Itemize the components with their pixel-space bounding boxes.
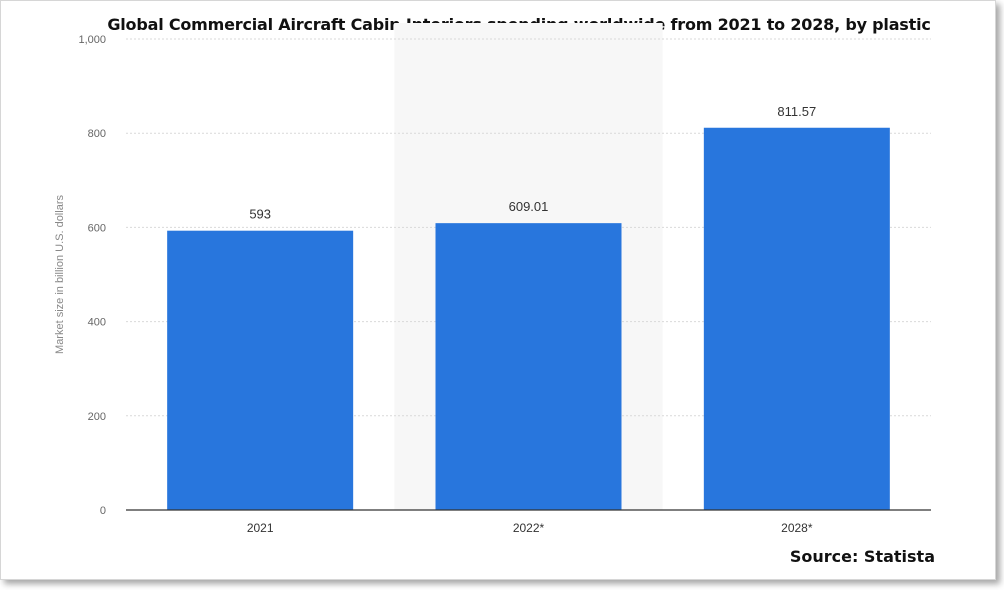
value-label: 609.01 [509,199,549,214]
source-credit: Source: Statista [789,547,935,566]
x-tick-label: 2021 [247,521,274,535]
x-tick-label: 2028* [781,521,813,535]
x-tick-label: 2022* [513,521,545,535]
y-tick-label: 1,000 [78,34,106,46]
value-label: 593 [249,207,271,222]
y-tick-label: 600 [88,222,106,234]
bar-2028 [703,127,890,511]
value-label: 811.57 [777,104,816,119]
y-tick-label: 0 [100,505,106,517]
bar-2021 [167,230,354,510]
y-axis-ticks: 0 200 400 600 800 1,000 [78,34,106,517]
chart-frame: Global Commercial Aircraft Cabin Interio… [0,0,996,580]
bar-2022 [435,223,622,510]
y-tick-label: 800 [88,128,106,140]
x-axis-labels: 2021 2022* 2028* [247,521,813,535]
y-axis-title: Market size in billion U.S. dollars [54,195,66,354]
bars [167,127,890,511]
y-tick-label: 200 [88,411,106,423]
value-labels: 593 609.01 811.57 [249,104,816,222]
y-tick-label: 400 [88,317,106,329]
